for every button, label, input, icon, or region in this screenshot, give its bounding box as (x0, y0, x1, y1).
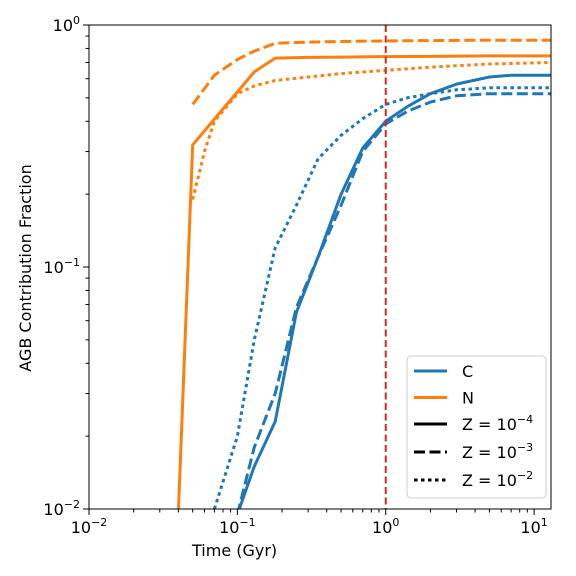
y-tick-exponent: −2 (64, 498, 80, 511)
y-tick-exponent: 0 (73, 14, 80, 27)
y-tick-base: 10 (53, 16, 73, 35)
y-tick-label: 100 (53, 14, 80, 35)
legend-label-exponent: −3 (517, 441, 533, 454)
series-line-c-dashed (237, 92, 551, 509)
series-line-n-dotted (191, 61, 551, 200)
x-tick-base: 10 (219, 518, 239, 537)
series-line-n-dashed (191, 38, 551, 106)
legend-label-n: N (462, 389, 474, 408)
legend-label-dashed: Z = 10−3 (462, 441, 533, 462)
legend-label-c: C (462, 362, 473, 381)
x-tick-label: 100 (372, 516, 399, 537)
x-tick-exponent: 0 (392, 516, 399, 529)
series-line-c-solid (237, 73, 551, 509)
series-line-c-dotted (212, 86, 551, 509)
series-line-n-solid (177, 54, 551, 509)
x-tick-label: 10−2 (71, 516, 108, 537)
y-tick-label: 10−1 (43, 256, 80, 277)
legend-label-exponent: −2 (517, 469, 533, 482)
legend: CNZ = 10−4Z = 10−3Z = 10−2 (406, 355, 547, 499)
plot-area (177, 25, 551, 509)
x-tick-exponent: 1 (541, 516, 548, 529)
x-tick-base: 10 (520, 518, 540, 537)
legend-label-prefix: Z = 10 (462, 471, 517, 490)
x-axis-label: Time (Gyr) (191, 541, 277, 560)
y-tick-exponent: −1 (64, 256, 80, 269)
x-tick-base: 10 (372, 518, 392, 537)
y-tick-base: 10 (43, 500, 63, 519)
legend-label-prefix: Z = 10 (462, 443, 517, 462)
legend-label-solid: Z = 10−4 (462, 413, 533, 434)
x-tick-exponent: −1 (239, 516, 255, 529)
legend-label-exponent: −4 (517, 413, 533, 426)
y-axis-label: AGB Contribution Fraction (16, 164, 35, 371)
x-tick-exponent: −2 (91, 516, 107, 529)
legend-box (406, 355, 547, 499)
x-tick-label: 101 (520, 516, 547, 537)
legend-label-dotted: Z = 10−2 (462, 469, 533, 490)
y-tick-base: 10 (43, 258, 63, 277)
legend-label-prefix: Z = 10 (462, 415, 517, 434)
x-tick-base: 10 (71, 518, 91, 537)
y-tick-label: 10−2 (43, 498, 80, 519)
x-tick-label: 10−1 (219, 516, 256, 537)
